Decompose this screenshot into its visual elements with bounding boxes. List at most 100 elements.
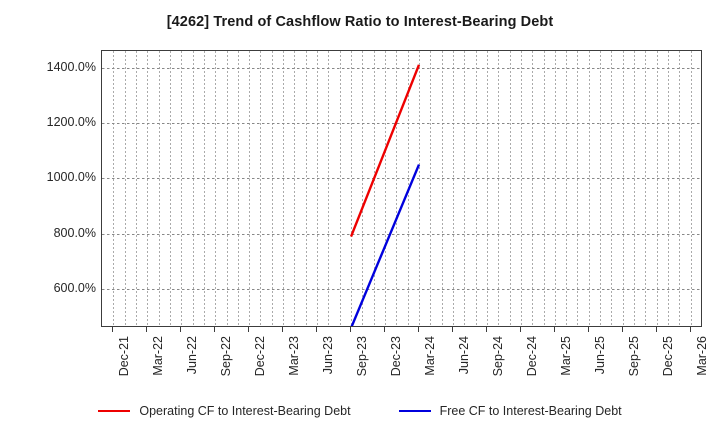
x-tick-label: Mar-25 [558,336,573,376]
gridline-vertical [170,51,171,326]
gridline-vertical [204,51,205,326]
x-tick-mark [384,327,386,332]
gridline-vertical [453,51,454,326]
x-tick-mark [112,327,114,332]
x-tick-mark [587,327,589,332]
gridline-vertical [464,51,465,326]
x-tick-label: Dec-23 [389,336,404,377]
legend-item[interactable]: Operating CF to Interest-Bearing Debt [98,404,351,418]
plot-area [101,50,702,327]
gridline-vertical [340,51,341,326]
gridline-vertical [611,51,612,326]
x-tick-label: Mar-26 [694,336,709,376]
gridline-vertical [317,51,318,326]
y-tick-label: 1400.0% [46,59,96,74]
legend-label: Operating CF to Interest-Bearing Debt [139,404,351,418]
series-line-1 [350,164,421,326]
x-tick-mark [316,327,318,332]
chart-title: [4262] Trend of Cashflow Ratio to Intere… [166,14,554,30]
x-tick-label: Sep-23 [355,336,370,377]
x-tick-label: Mar-24 [422,336,437,376]
legend-item[interactable]: Free CF to Interest-Bearing Debt [398,404,622,418]
gridline-vertical [555,51,556,326]
x-tick-label: Dec-22 [253,336,268,377]
gridline-vertical [328,51,329,326]
gridline-vertical [657,51,658,326]
legend-label: Free CF to Interest-Bearing Debt [439,404,622,418]
gridline-vertical [227,51,228,326]
gridline-vertical [544,51,545,326]
y-tick-label: 600.0% [53,281,96,296]
gridline-vertical [510,51,511,326]
gridline-vertical [566,51,567,326]
gridline-vertical [283,51,284,326]
gridline-vertical [419,51,420,326]
gridline-vertical [623,51,624,326]
x-tick-label: Sep-25 [626,336,641,377]
gridline-vertical [430,51,431,326]
x-tick-mark [655,327,657,332]
gridline-vertical [306,51,307,326]
legend-color-swatch [98,409,131,413]
gridline-vertical [374,51,375,326]
gridline-vertical [351,51,352,326]
x-tick-mark [485,327,487,332]
gridline-vertical [476,51,477,326]
y-tick-label: 1000.0% [46,170,96,185]
x-tick-label: Mar-22 [151,336,166,376]
gridline-vertical [136,51,137,326]
x-tick-label: Jun-22 [185,336,200,375]
x-tick-mark [282,327,284,332]
gridline-vertical [487,51,488,326]
gridline-vertical [498,51,499,326]
gridline-vertical [193,51,194,326]
gridline-vertical [249,51,250,326]
gridline-vertical [634,51,635,326]
gridline-horizontal [102,289,701,291]
gridline-horizontal [102,67,701,69]
x-tick-mark [214,327,216,332]
y-tick-label: 800.0% [53,225,96,240]
gridline-vertical [532,51,533,326]
x-tick-label: Mar-23 [287,336,302,376]
gridline-vertical [668,51,669,326]
gridline-horizontal [102,178,701,180]
x-tick-label: Jun-23 [321,336,336,375]
x-tick-mark [180,327,182,332]
x-tick-label: Sep-24 [490,336,505,377]
x-tick-label: Sep-22 [219,336,234,377]
x-tick-label: Jun-24 [456,336,471,375]
gridline-vertical [396,51,397,326]
x-tick-label: Dec-25 [660,336,675,377]
gridline-vertical [260,51,261,326]
gridline-horizontal [102,123,701,125]
gridline-vertical [238,51,239,326]
gridline-vertical [147,51,148,326]
x-tick-mark [350,327,352,332]
x-tick-mark [451,327,453,332]
x-tick-mark [417,327,419,332]
legend-color-swatch [398,409,431,413]
x-tick-mark [621,327,623,332]
gridline-vertical [385,51,386,326]
gridline-vertical [125,51,126,326]
x-tick-mark [689,327,691,332]
gridline-vertical [645,51,646,326]
gridline-horizontal [102,233,701,235]
series-line-0 [349,64,421,238]
gridline-vertical [181,51,182,326]
gridline-vertical [294,51,295,326]
x-tick-label: Dec-21 [117,336,132,377]
gridline-vertical [362,51,363,326]
gridline-vertical [679,51,680,326]
x-tick-label: Dec-24 [524,336,539,377]
gridline-vertical [442,51,443,326]
y-tick-label: 1200.0% [46,115,96,130]
gridline-vertical [159,51,160,326]
gridline-vertical [589,51,590,326]
x-tick-mark [519,327,521,332]
x-tick-mark [553,327,555,332]
gridline-vertical [113,51,114,326]
gridline-vertical [577,51,578,326]
